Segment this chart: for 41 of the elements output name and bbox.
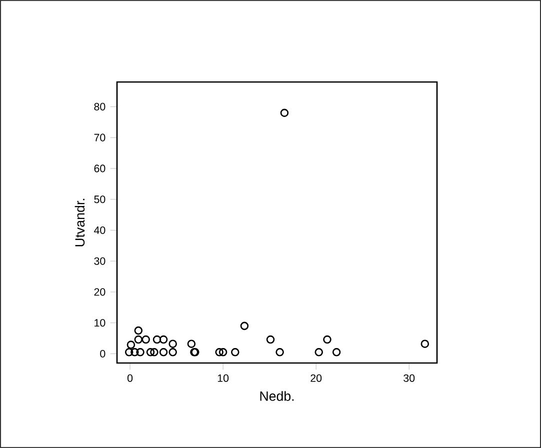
- y-tick-label: 60: [94, 164, 106, 172]
- point: [124, 348, 134, 356]
- y-tick-label: 40: [94, 226, 106, 234]
- point: [276, 348, 284, 356]
- x-tick-label: 20: [310, 374, 322, 382]
- y-tick-label: 10: [94, 319, 106, 327]
- point: [134, 335, 143, 344]
- point: [168, 340, 177, 348]
- point: [240, 322, 249, 330]
- x-tick-label: 0: [127, 374, 133, 382]
- y-tick-label: 0: [100, 350, 106, 358]
- point: [420, 340, 430, 348]
- point: [215, 348, 224, 356]
- point: [146, 348, 155, 356]
- point: [150, 348, 158, 356]
- point: [136, 348, 144, 356]
- y-tick-label: 50: [94, 196, 106, 204]
- y-tick-label: 20: [94, 288, 106, 296]
- point: [332, 348, 341, 356]
- point: [159, 348, 168, 356]
- x-tick-label: 30: [404, 374, 415, 382]
- y-tick-label: 80: [94, 102, 106, 110]
- point: [266, 335, 275, 344]
- point: [168, 348, 177, 356]
- point: [159, 335, 168, 344]
- point: [280, 108, 289, 118]
- y-tick-label: 70: [94, 134, 106, 142]
- point: [323, 335, 332, 344]
- point: [187, 340, 196, 348]
- point: [152, 335, 162, 344]
- point: [126, 340, 136, 349]
- point: [142, 335, 150, 344]
- y-tick-label: 30: [94, 257, 106, 265]
- point: [130, 348, 139, 356]
- point: [134, 326, 143, 335]
- point: [218, 348, 228, 356]
- point: [231, 348, 240, 356]
- y-axis-title: Utvandr.: [74, 198, 85, 246]
- point: [314, 348, 323, 356]
- x-tick-label: 10: [218, 374, 229, 382]
- x-axis-title: Nedb.: [260, 391, 294, 401]
